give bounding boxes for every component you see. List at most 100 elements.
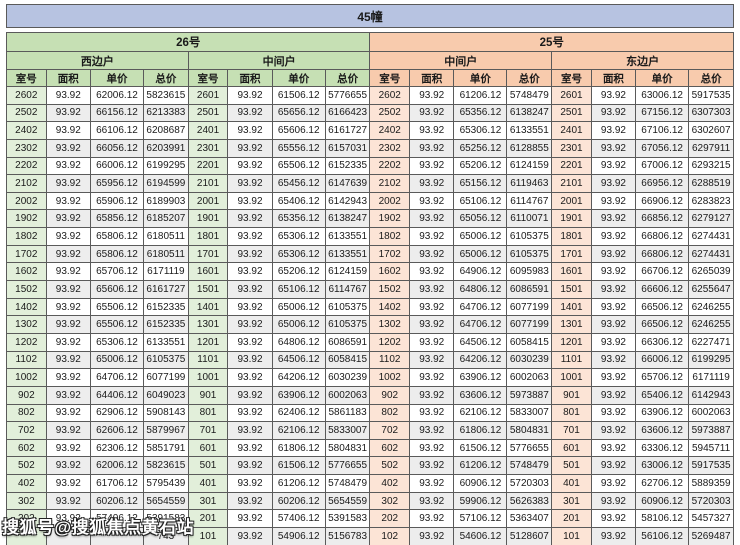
cell-area: 93.92 — [45, 403, 91, 423]
cell-total-price: 6274431 — [688, 244, 734, 264]
cell-area: 93.92 — [409, 280, 455, 299]
cell-total-price: 6213383 — [143, 103, 189, 123]
cell-unit-price: 67056.12 — [635, 138, 690, 158]
cell-room: 1001 — [551, 368, 592, 387]
cell-room: 2202 — [6, 156, 47, 176]
cell-area: 93.92 — [409, 438, 455, 458]
cell-unit-price: 62006.12 — [89, 456, 145, 476]
cell-total-price: 6171119 — [688, 368, 734, 387]
cell-unit-price: 65206.12 — [271, 262, 326, 282]
cell-room: 701 — [187, 421, 229, 440]
cell-area: 93.92 — [409, 103, 455, 123]
cell-unit-price: 65606.12 — [89, 280, 145, 299]
cell-room: 2301 — [551, 138, 592, 158]
cell-area: 93.92 — [45, 280, 91, 299]
cell-room: 1002 — [6, 368, 47, 387]
cell-total-price: 6105375 — [324, 315, 371, 334]
cell-room: 302 — [6, 491, 47, 511]
cell-total-price: 6002063 — [506, 368, 553, 387]
cell-area: 93.92 — [409, 121, 455, 140]
cell-unit-price: 65506.12 — [89, 297, 145, 317]
cell-unit-price: 62106.12 — [453, 403, 508, 423]
column-header: 面积 — [45, 69, 91, 87]
cell-room: 1701 — [551, 244, 592, 264]
cell-total-price: 6246255 — [688, 315, 734, 334]
cell-unit-price: 64506.12 — [453, 332, 508, 352]
cell-unit-price: 62906.12 — [89, 403, 145, 423]
cell-room: 2401 — [187, 121, 229, 140]
cell-area: 93.92 — [45, 121, 91, 140]
cell-total-price: 6114767 — [324, 280, 371, 299]
cell-room: 1102 — [6, 350, 47, 370]
cell-total-price: 5720303 — [688, 491, 734, 511]
cell-area: 93.92 — [409, 174, 455, 193]
cell-total-price: 5973887 — [506, 385, 553, 405]
table-row: 702 93.92 62606.12 5879967 701 93.92 62106.12 5… — [6, 421, 734, 440]
cell-area: 93.92 — [590, 350, 637, 370]
cell-unit-price: 61206.12 — [453, 456, 508, 476]
cell-unit-price: 65306.12 — [271, 244, 326, 264]
cell-unit-price: 65906.12 — [89, 191, 145, 211]
cell-area: 93.92 — [45, 438, 91, 458]
cell-area: 93.92 — [590, 280, 637, 299]
cell-room: 1202 — [6, 332, 47, 352]
cell-unit-price: 66606.12 — [635, 280, 690, 299]
table-row: 1602 93.92 65706.12 6171119 1601 93.92 65206.1… — [6, 262, 734, 282]
cell-total-price: 6119463 — [506, 174, 553, 193]
table-row: 2002 93.92 65906.12 6189903 2001 93.92 65406.1… — [6, 191, 734, 211]
cell-unit-price: 64406.12 — [89, 385, 145, 405]
building-title: 45幢 — [357, 9, 383, 24]
cell-total-price: 5879967 — [143, 421, 189, 440]
table-row: 1102 93.92 65006.12 6105375 1101 93.92 64506.1… — [6, 350, 734, 370]
cell-room: 2201 — [551, 156, 592, 176]
cell-total-price: 6133551 — [506, 121, 553, 140]
cell-area: 93.92 — [45, 86, 91, 105]
cell-total-price: 5269487 — [688, 527, 734, 545]
cell-unit-price: 61506.12 — [271, 456, 326, 476]
cell-room: 201 — [551, 509, 592, 529]
cell-room: 602 — [369, 438, 411, 458]
cell-room: 1601 — [551, 262, 592, 282]
cell-total-price: 6152335 — [324, 156, 371, 176]
cell-total-price: 6227471 — [688, 332, 734, 352]
cell-unit-price: 65156.12 — [453, 174, 508, 193]
cell-area: 93.92 — [409, 86, 455, 105]
cell-total-price: 5973887 — [688, 421, 734, 440]
cell-room: 501 — [187, 456, 229, 476]
cell-area: 93.92 — [590, 332, 637, 352]
cell-room: 1702 — [369, 244, 411, 264]
cell-unit-price: 54906.12 — [271, 527, 326, 545]
cell-area: 93.92 — [227, 86, 273, 105]
cell-area: 93.92 — [590, 191, 637, 211]
cell-unit-price: 67006.12 — [635, 156, 690, 176]
cell-area: 93.92 — [45, 421, 91, 440]
cell-room: 802 — [6, 403, 47, 423]
cell-total-price: 6002063 — [324, 385, 371, 405]
cell-total-price: 6293215 — [688, 156, 734, 176]
cell-room: 101 — [551, 527, 592, 545]
cell-room: 2002 — [369, 191, 411, 211]
cell-area: 93.92 — [409, 350, 455, 370]
cell-area: 93.92 — [45, 227, 91, 246]
cell-total-price: 6194599 — [143, 174, 189, 193]
cell-unit-price: 66106.12 — [89, 121, 145, 140]
cell-area: 93.92 — [409, 262, 455, 282]
cell-room: 1802 — [6, 227, 47, 246]
table-row: 202 93.92 57406.12 5391583 201 93.92 57406.12 5… — [6, 509, 734, 529]
cell-area: 93.92 — [409, 209, 455, 229]
cell-area: 93.92 — [590, 174, 637, 193]
cell-total-price: 5917535 — [688, 456, 734, 476]
cell-room: 1202 — [369, 332, 411, 352]
cell-room: 2001 — [551, 191, 592, 211]
cell-area: 93.92 — [227, 421, 273, 440]
cell-total-price: 6302607 — [688, 121, 734, 140]
cell-total-price: 6002063 — [688, 403, 734, 423]
cell-unit-price: 61206.12 — [453, 86, 508, 105]
cell-area: 93.92 — [227, 103, 273, 123]
cell-room: 1201 — [187, 332, 229, 352]
cell-room: 1402 — [369, 297, 411, 317]
cell-area: 93.92 — [45, 315, 91, 334]
cell-room: 1301 — [551, 315, 592, 334]
price-table-sheet: 45幢 26号 25号 西边户 中间户 中间户 东边户 室号 面积 单价 总价 室号 面积 单价 总价 室号… — [5, 4, 734, 545]
cell-total-price: 5795439 — [143, 474, 189, 493]
